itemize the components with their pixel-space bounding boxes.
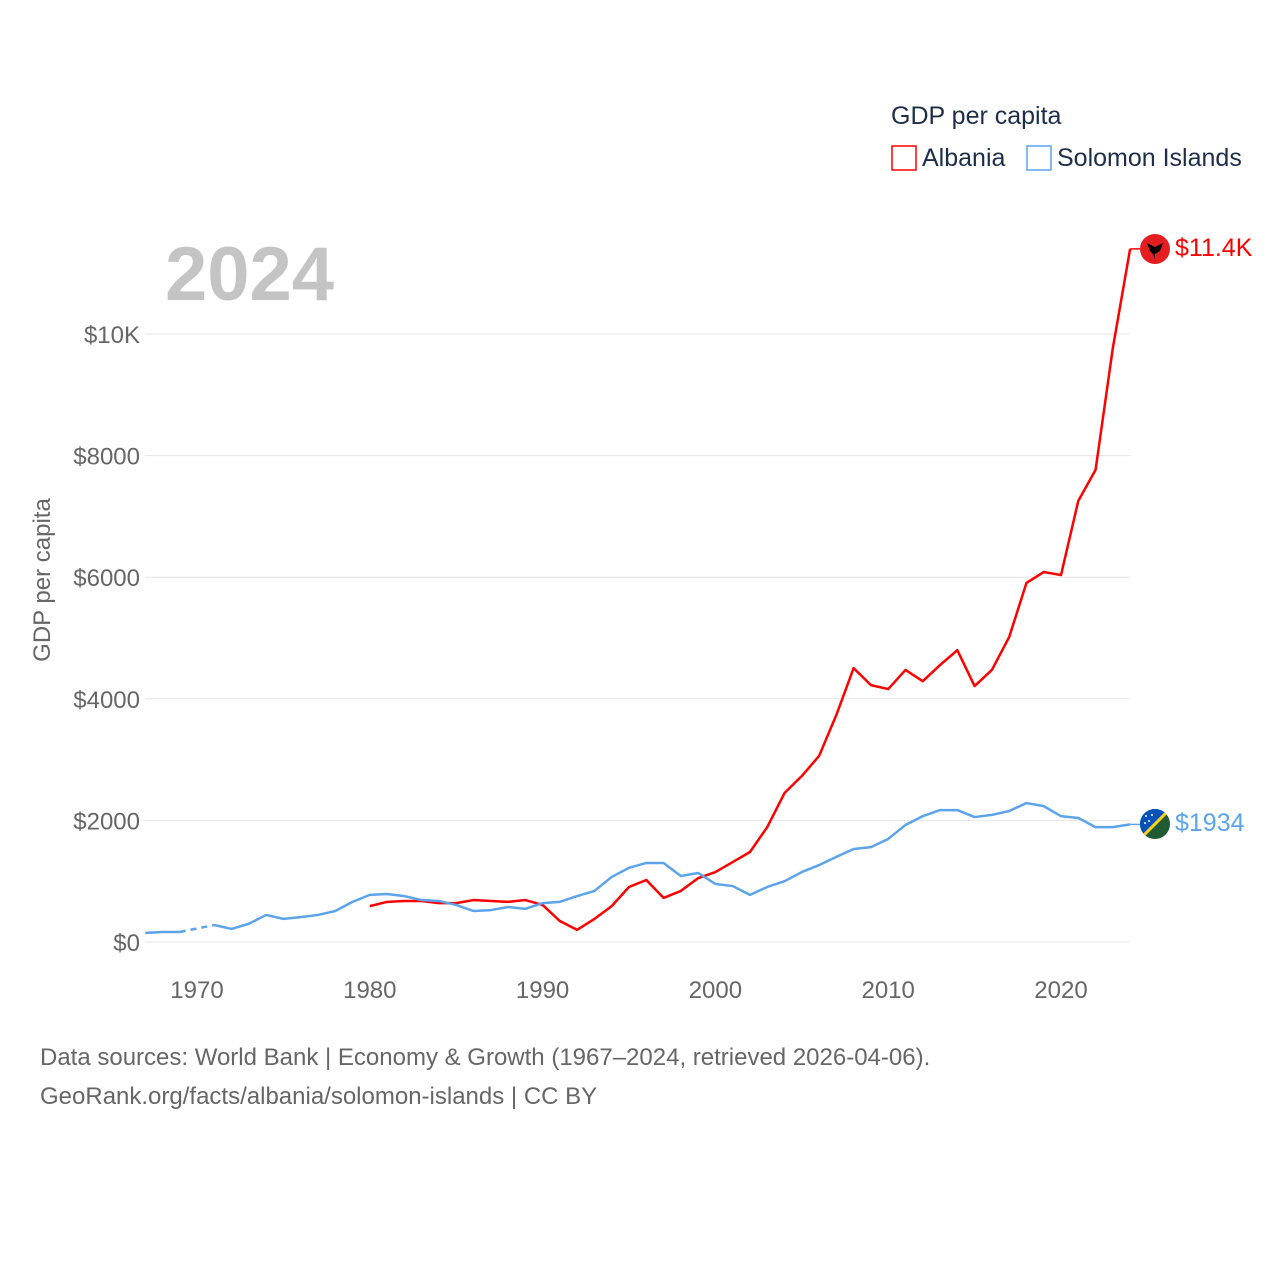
year-watermark: 2024 [165, 232, 334, 317]
legend-item-albania[interactable]: Albania [891, 144, 1005, 172]
solomon-islands-flag-icon [1140, 809, 1170, 839]
x-tick-label: 2000 [689, 977, 742, 1004]
legend-swatch-albania [891, 145, 917, 171]
end-label-albania: $11.4K [1175, 234, 1253, 262]
x-tick-label: 1980 [343, 977, 396, 1004]
x-tick-label: 1970 [170, 977, 223, 1004]
gap-segment [179, 923, 215, 934]
series-lines [145, 248, 1140, 935]
albania-flag-icon [1140, 234, 1170, 264]
footer-sources: Data sources: World Bank | Economy & Gro… [40, 1044, 931, 1071]
y-tick-label: $4000 [73, 687, 140, 714]
legend-item-solomon-islands[interactable]: Solomon Islands [1026, 144, 1242, 172]
x-tick-label: 2020 [1034, 977, 1087, 1004]
x-tick-label: 1990 [516, 977, 569, 1004]
end-label-solomon-islands: $1934 [1175, 809, 1245, 837]
y-tick-label: $10K [84, 322, 140, 349]
y-tick-label: $2000 [73, 808, 140, 835]
series-line-solomon-islands [214, 801, 1131, 931]
x-tick-label: 2010 [862, 977, 915, 1004]
footer-link[interactable]: GeoRank.org/facts/albania/solomon-island… [40, 1083, 598, 1110]
y-tick-label: $8000 [73, 444, 140, 471]
series-line-albania [369, 248, 1132, 932]
y-axis-label: GDP per capita [29, 498, 56, 662]
legend-label-albania: Albania [922, 144, 1005, 172]
legend-swatch-solomon-islands [1026, 145, 1052, 171]
y-tick-label: $6000 [73, 565, 140, 592]
series-line-solomon-islands [145, 930, 180, 935]
legend-label-solomon-islands: Solomon Islands [1057, 144, 1242, 172]
grid: $0 $2000 $4000 $6000 $8000 $10K 1970 1980 1990 20… [73, 322, 1130, 1004]
legend-title: GDP per capita [891, 102, 1062, 130]
y-tick-label: $0 [113, 930, 140, 957]
